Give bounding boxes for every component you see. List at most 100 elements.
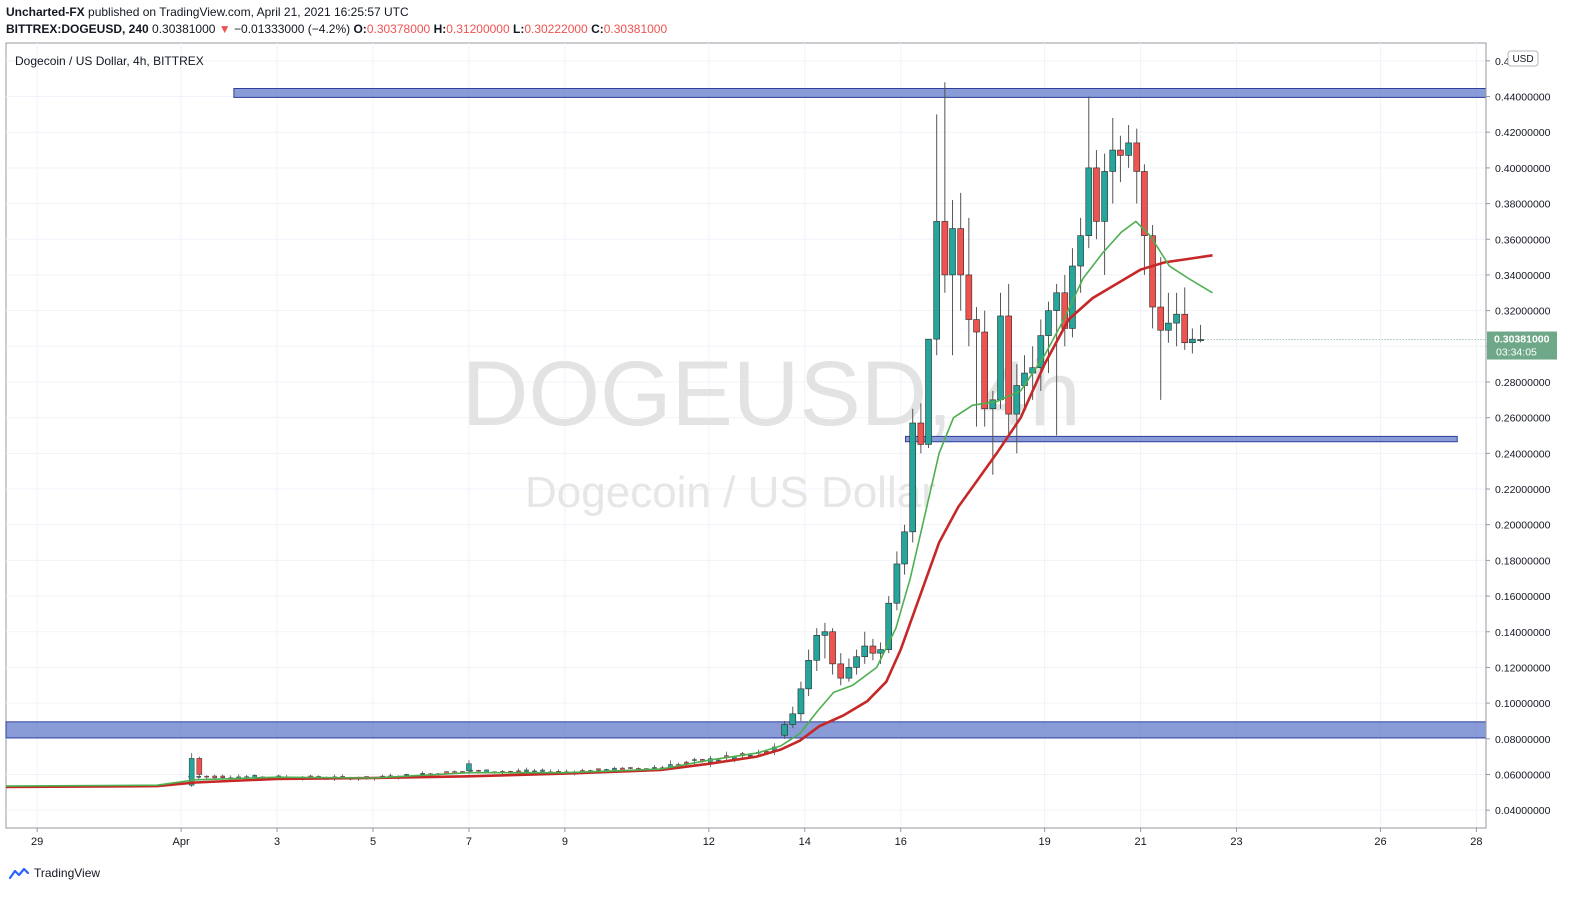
candle-body: [853, 656, 860, 668]
time-tick-label: 26: [1374, 836, 1386, 848]
candle-body: [829, 631, 836, 665]
candle-body: [1093, 167, 1100, 222]
candle-body: [1005, 315, 1012, 415]
time-tick-label: 19: [1039, 836, 1051, 848]
price-tick-label: 0.18000000: [1495, 555, 1551, 567]
time-tick-label: 28: [1470, 836, 1482, 848]
pre-rally-candle-body: [516, 770, 521, 773]
candle-body: [1109, 149, 1117, 172]
candlesticks: [781, 82, 1486, 739]
candle-body: [1037, 335, 1045, 369]
candle-body: [837, 663, 845, 679]
candle-body: [909, 422, 917, 533]
footer-brand[interactable]: TradingView: [8, 866, 100, 880]
candle-body: [1189, 338, 1196, 344]
time-axis[interactable]: 29 Apr 3 5 7 9 12 14 16 19 21 23 26 28: [31, 828, 1483, 848]
publisher-name[interactable]: Uncharted-FX: [6, 5, 85, 19]
time-tick-label: Apr: [173, 836, 190, 848]
price-tick-label: 0.22000000: [1495, 484, 1551, 496]
price-tick-label: 0.24000000: [1495, 448, 1551, 460]
pre-rally-candle-body: [652, 767, 657, 769]
price-tick-label: 0.06000000: [1495, 769, 1551, 781]
price-tick-label: 0.34000000: [1495, 270, 1551, 282]
pre-rally-candle-body: [204, 775, 209, 778]
candle-body: [1125, 142, 1132, 156]
candle-body: [1045, 310, 1052, 336]
time-tick-label: 3: [274, 836, 280, 848]
pre-rally-candle-body: [212, 775, 217, 779]
candle-body: [1013, 385, 1021, 415]
low-label: L:: [512, 22, 525, 36]
candle-body: [861, 645, 869, 658]
price-tick-label: 0.32000000: [1495, 306, 1551, 318]
candle-body: [893, 563, 901, 604]
currency-label: USD: [1512, 54, 1533, 65]
ohlc-legend: BITTREX:DOGEUSD, 240 0.30381000 ▼ −0.013…: [6, 22, 667, 36]
time-tick-label: 9: [562, 836, 568, 848]
currency-badge[interactable]: [1507, 50, 1539, 67]
high-label: H:: [433, 22, 447, 36]
price-tick-label: 0.26000000: [1495, 413, 1551, 425]
price-tick-label: 0.42000000: [1495, 127, 1551, 139]
close-label: C:: [591, 22, 604, 36]
pre-rally-candle-body: [196, 776, 201, 778]
pre-rally-candle-body: [220, 775, 225, 778]
candle-body: [973, 319, 980, 333]
price-tick-label: 0.36000000: [1495, 234, 1551, 246]
candle-body: [1053, 292, 1060, 311]
candle-body: [789, 713, 797, 725]
pre-rally-candle-body: [476, 770, 481, 772]
time-tick-label: 5: [370, 836, 376, 848]
publish-info: Uncharted-FX published on TradingView.co…: [6, 5, 409, 19]
pre-rally-candle-body: [692, 759, 697, 761]
candle-body: [949, 228, 956, 276]
time-tick-label: 12: [703, 836, 715, 848]
price-tick-label: 0.12000000: [1495, 662, 1551, 674]
resistance-zone-top[interactable]: [233, 87, 1487, 98]
candle-body: [925, 338, 932, 445]
support-zone-mid[interactable]: [905, 435, 1458, 443]
brand-name: TradingView: [34, 866, 101, 880]
candle-body: [1197, 339, 1204, 342]
price-axis[interactable]: 0.04000000 0.06000000 0.08000000 0.10000000…: [1486, 56, 1551, 817]
candle-body: [1149, 235, 1156, 308]
candle-body: [1165, 322, 1172, 331]
pre-rally-candle-body: [628, 767, 633, 769]
price-change: −0.01333000 (−4.2%): [234, 22, 351, 36]
last-price-marker: [1487, 331, 1557, 360]
pre-rally-candle-body: [196, 758, 203, 775]
price-tick-label: 0.40000000: [1495, 163, 1551, 175]
price-tick-label: 0.10000000: [1495, 698, 1551, 710]
candle-body: [1141, 171, 1148, 236]
published-text: published on TradingView.com, April 21, …: [88, 5, 409, 19]
candle-body: [957, 228, 964, 276]
candle-body: [989, 399, 997, 410]
close-value: 0.30381000: [603, 22, 668, 36]
candle-body: [1085, 167, 1093, 236]
candle-body: [1077, 235, 1084, 267]
symbol-label: BITTREX:DOGEUSD, 240: [6, 22, 149, 36]
plot-area[interactable]: [5, 42, 1487, 829]
breakout-zone-bottom[interactable]: [5, 721, 1487, 739]
time-tick-label: 29: [31, 836, 43, 848]
price-tick-label: 0.20000000: [1495, 520, 1551, 532]
candle-body: [1157, 306, 1165, 331]
ema-short-line: [5, 220, 1213, 787]
candle-body: [797, 688, 805, 715]
candle-body: [997, 315, 1004, 401]
candle-body: [877, 649, 884, 654]
price-tick-label: 0.16000000: [1495, 591, 1551, 603]
price-tick-label: 0.08000000: [1495, 734, 1551, 746]
candle-body: [821, 631, 829, 636]
price-tick-label: 0.38000000: [1495, 199, 1551, 211]
low-value: 0.30222000: [524, 22, 588, 36]
price-tick-label: 0.4: [1495, 56, 1510, 68]
last-price-label: 0.30381000: [1494, 334, 1550, 346]
candle-body: [917, 422, 925, 445]
time-tick-label: 14: [799, 836, 811, 848]
candle-body: [885, 602, 893, 650]
candle-body: [1173, 313, 1180, 324]
ema-long-line: [5, 254, 1213, 789]
pre-rally-candle-body: [188, 758, 195, 786]
